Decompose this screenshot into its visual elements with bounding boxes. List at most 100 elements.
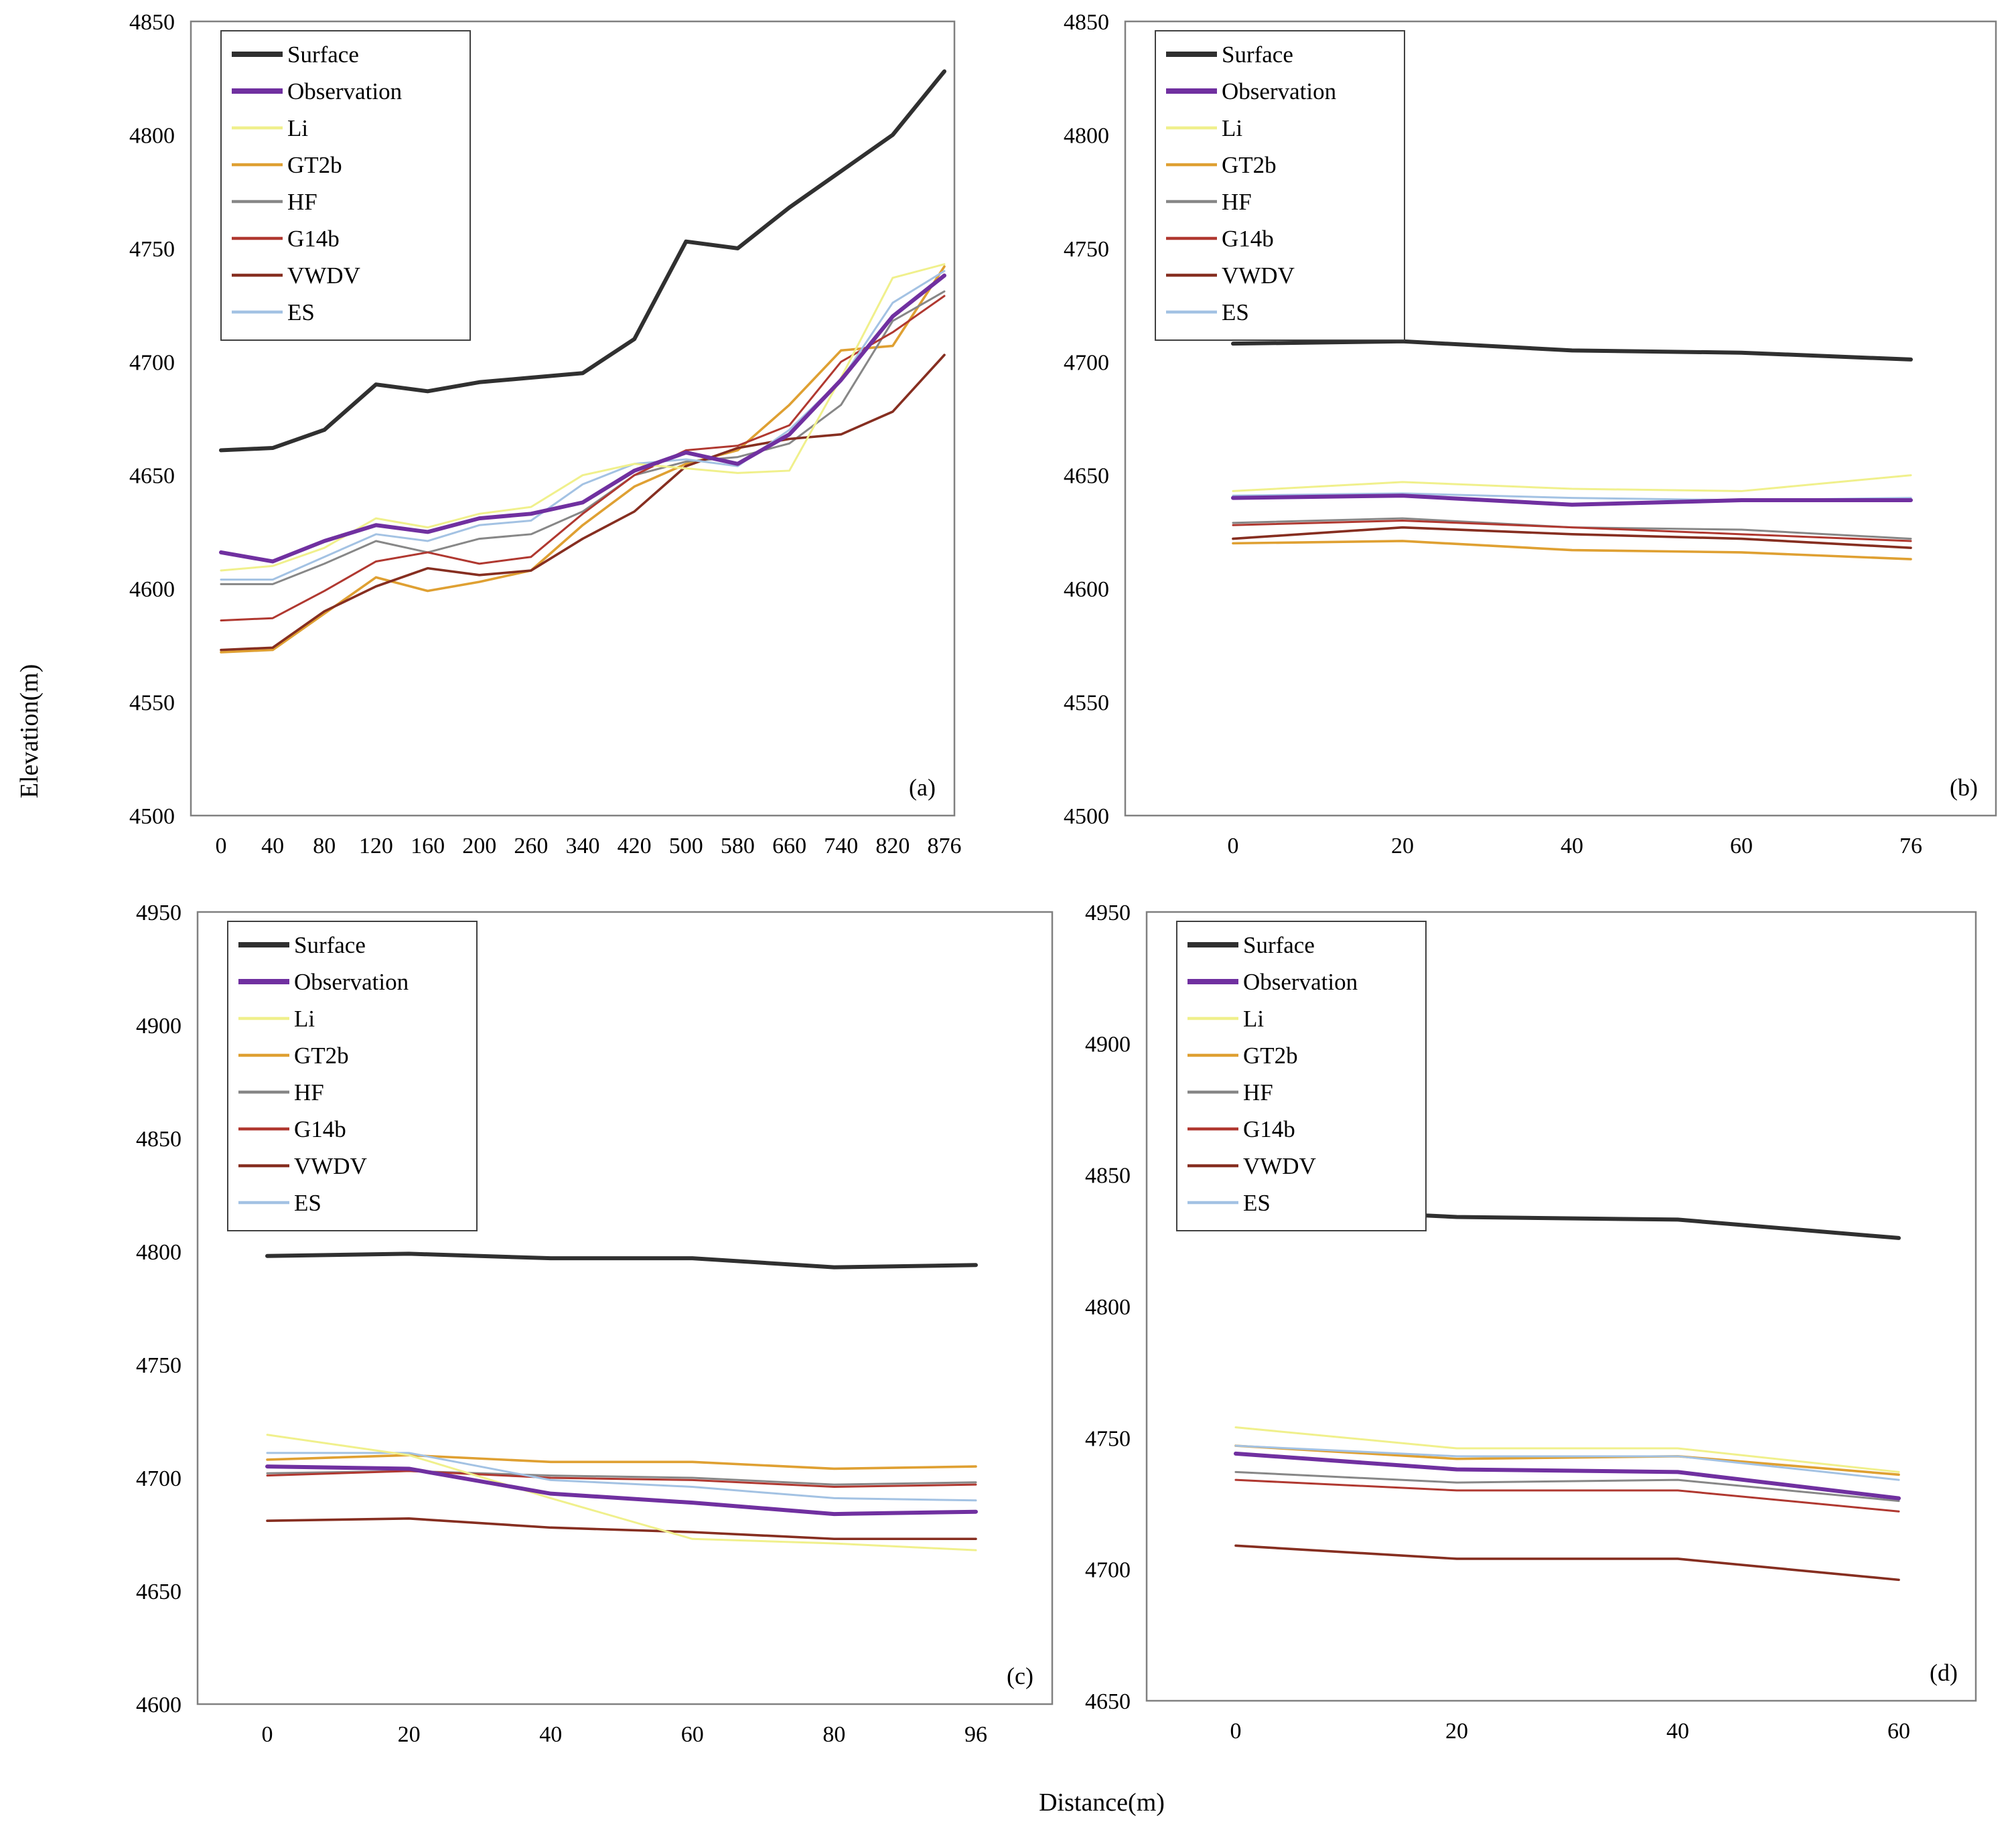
- legend-label-HF: HF: [287, 189, 317, 215]
- legend-label-VWDV: VWDV: [1243, 1153, 1316, 1179]
- panel-c-ytick: 4900: [136, 1014, 182, 1039]
- panel-b-letter: (b): [1950, 774, 1978, 801]
- legend-label-HF: HF: [1222, 189, 1252, 215]
- panel-b-series-HF: [1232, 517, 1912, 540]
- panel-a-xtick: 660: [772, 834, 806, 858]
- panel-b-ytick: 4750: [1064, 237, 1109, 262]
- legend-label-GT2b: GT2b: [1243, 1043, 1298, 1069]
- legend-label-Li: Li: [294, 1006, 315, 1032]
- legend-label-VWDV: VWDV: [287, 262, 360, 289]
- panel-b-ytick: 4600: [1064, 577, 1109, 602]
- panel-c-ytick: 4750: [136, 1353, 182, 1378]
- legend-label-Surface: Surface: [287, 42, 359, 68]
- panel-c-xtick: 20: [398, 1722, 421, 1747]
- panel-d-series-HF: [1234, 1470, 1900, 1503]
- panel-a-ytick: 4650: [129, 464, 175, 489]
- panel-a-ytick: 4550: [129, 691, 175, 716]
- legend-label-G14b: G14b: [287, 226, 340, 252]
- legend-label-Observation: Observation: [287, 78, 402, 104]
- panel-b-series-Observation: [1231, 493, 1913, 507]
- legend-label-HF: HF: [294, 1079, 324, 1105]
- panel-d-series-Observation: [1234, 1451, 1901, 1501]
- legend-label-ES: ES: [1243, 1190, 1271, 1216]
- legend-label-GT2b: GT2b: [294, 1043, 349, 1069]
- panel-d-legend-box: [1176, 921, 1427, 1231]
- panel-a-series-G14b: [220, 295, 946, 622]
- panel-d-ytick: 4900: [1085, 1032, 1131, 1057]
- panel-d-ytick: 4800: [1085, 1295, 1131, 1320]
- panel-a-series-Observation: [219, 273, 946, 564]
- legend-label-ES: ES: [1222, 299, 1249, 325]
- legend-label-Li: Li: [1243, 1006, 1264, 1032]
- legend-label-Surface: Surface: [1222, 42, 1293, 68]
- panel-a-xtick: 876: [928, 834, 962, 858]
- panel-d-letter: (d): [1930, 1659, 1958, 1686]
- legend-label-ES: ES: [294, 1190, 321, 1216]
- legend-label-Observation: Observation: [1222, 78, 1336, 104]
- panel-a-xtick: 340: [566, 834, 600, 858]
- legend-label-G14b: G14b: [1222, 226, 1274, 252]
- legend-label-Li: Li: [287, 115, 308, 141]
- legend-label-VWDV: VWDV: [1222, 262, 1295, 289]
- legend-label-Surface: Surface: [1243, 932, 1315, 958]
- panel-c-ytick: 4700: [136, 1466, 182, 1491]
- legend-label-G14b: G14b: [1243, 1116, 1295, 1142]
- panel-d-xtick: 20: [1445, 1719, 1468, 1744]
- panel-d-xtick: 60: [1887, 1719, 1910, 1744]
- panel-a-xtick: 500: [669, 834, 703, 858]
- panel-c-ytick: 4600: [136, 1693, 182, 1718]
- panel-d-ytick: 4650: [1085, 1689, 1131, 1714]
- legend-label-Li: Li: [1222, 115, 1242, 141]
- panel-c-series-ES: [266, 1452, 977, 1502]
- panel-b-xtick: 0: [1228, 834, 1239, 858]
- panel-b-legend-box: [1155, 30, 1405, 341]
- x-axis-title: Distance(m): [1039, 1788, 1165, 1817]
- panel-a-ytick: 4850: [129, 10, 175, 35]
- panel-c-xtick: 0: [262, 1722, 273, 1747]
- panel-a-xtick: 820: [875, 834, 910, 858]
- panel-c-ytick: 4850: [136, 1127, 182, 1152]
- panel-a-xtick: 40: [261, 834, 284, 858]
- panel-a-xtick: 580: [721, 834, 755, 858]
- panel-c-series-Li: [266, 1434, 977, 1551]
- panel-a-series-Li: [220, 263, 946, 572]
- panel-a-letter: (a): [909, 774, 936, 801]
- panel-c-xtick: 60: [681, 1722, 704, 1747]
- panel-b-border: [1124, 20, 1997, 817]
- panel-d-xtick: 0: [1230, 1719, 1242, 1744]
- panel-d-series-G14b: [1234, 1478, 1900, 1513]
- legend-label-Observation: Observation: [294, 969, 409, 995]
- panel-b-xtick: 20: [1391, 834, 1414, 858]
- panel-a-ytick: 4750: [129, 237, 175, 262]
- panel-a-xtick: 260: [514, 834, 548, 858]
- y-axis-title: Elevation(m): [15, 664, 44, 799]
- legend-label-GT2b: GT2b: [287, 152, 342, 178]
- panel-b-ytick: 4550: [1064, 691, 1109, 716]
- panel-a-xtick: 120: [359, 834, 393, 858]
- panel-c-series-VWDV: [266, 1517, 977, 1541]
- panel-a-legend-box: [220, 30, 471, 341]
- panel-b-xtick: 60: [1730, 834, 1753, 858]
- panel-a-xtick: 420: [618, 834, 652, 858]
- panel-d-series-ES: [1234, 1444, 1900, 1481]
- legend-label-Surface: Surface: [294, 932, 366, 958]
- panel-a-ytick: 4800: [129, 123, 175, 148]
- panel-b-series-Surface: [1231, 339, 1913, 362]
- legend-label-VWDV: VWDV: [294, 1153, 367, 1179]
- panel-d-xtick: 40: [1666, 1719, 1689, 1744]
- panel-d-ytick: 4700: [1085, 1558, 1131, 1583]
- panel-c-ytick: 4950: [136, 901, 182, 925]
- panel-d-ytick: 4850: [1085, 1164, 1131, 1189]
- legend-label-ES: ES: [287, 299, 315, 325]
- panel-d-border: [1145, 911, 1977, 1702]
- panel-c-series-Observation: [265, 1464, 978, 1517]
- panel-b-ytick: 4700: [1064, 350, 1109, 375]
- panel-b-xtick: 40: [1561, 834, 1583, 858]
- panel-c-ytick: 4650: [136, 1580, 182, 1604]
- panel-d-ytick: 4750: [1085, 1426, 1131, 1451]
- panel-a-border: [190, 20, 956, 817]
- legend-label-Observation: Observation: [1243, 969, 1358, 995]
- panel-a-series-HF: [220, 290, 946, 585]
- panel-c-series-Surface: [265, 1251, 978, 1270]
